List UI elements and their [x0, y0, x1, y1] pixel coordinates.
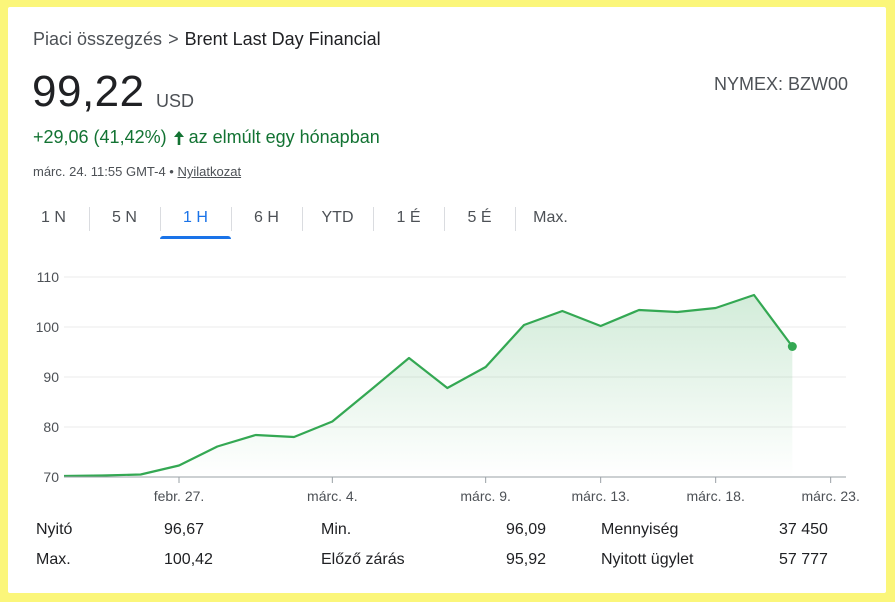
y-tick-label: 70: [43, 469, 59, 485]
y-tick-label: 110: [37, 269, 60, 285]
tab-range-7[interactable]: Max.: [515, 203, 586, 239]
y-tick-label: 90: [43, 369, 59, 385]
x-tick-label: márc. 18.: [686, 488, 744, 504]
price-chart: 110 100 90 80 70 febr. 27. márc. 4. márc. 9. már…: [36, 269, 860, 504]
price-change-value: +29,06 (41,42%): [33, 127, 167, 147]
x-tick-label: márc. 13.: [571, 488, 629, 504]
price-line: [63, 293, 794, 478]
breadcrumb-separator: >: [168, 29, 179, 49]
quote-timestamp-row: márc. 24. 11:55 GMT-4 • Nyilatkozat: [33, 164, 241, 179]
tab-range-1[interactable]: 5 N: [89, 203, 160, 239]
stat-mid-label: Min.: [321, 521, 352, 538]
stat-mid-value: 96,09: [506, 521, 547, 538]
y-tick-label: 100: [36, 319, 60, 335]
x-tick-label: márc. 23.: [801, 488, 859, 504]
breadcrumb-parent-link[interactable]: Piaci összegzés: [33, 29, 163, 49]
stat-left-label: Max.: [36, 551, 71, 568]
price-area: [64, 295, 793, 477]
stats-row: Nyitó 96,67 Min. 96,09 Mennyiség 37 450: [36, 521, 856, 545]
current-price: 99,22: [32, 67, 145, 116]
y-tick-label: 80: [43, 419, 59, 435]
breadcrumb: Piaci összegzés > Brent Last Day Financial: [33, 29, 381, 50]
tab-range-0[interactable]: 1 N: [41, 209, 66, 226]
stat-left-value: 96,67: [164, 521, 205, 538]
last-price-point: [787, 342, 797, 351]
tab-range-6[interactable]: 5 É: [444, 203, 515, 239]
stat-right-value: 37 450: [779, 521, 828, 538]
stat-mid-value: 95,92: [506, 551, 547, 568]
stat-left-label: Nyitó: [36, 521, 73, 538]
tab-range-3[interactable]: 6 H: [231, 203, 302, 239]
stat-right-value: 57 777: [779, 551, 828, 568]
disclaimer-link[interactable]: Nyilatkozat: [177, 164, 242, 179]
breadcrumb-current: Brent Last Day Financial: [184, 29, 381, 49]
x-tick-label: márc. 9.: [460, 488, 511, 504]
arrow-up-icon: [173, 130, 185, 146]
stat-right-label: Mennyiség: [601, 521, 679, 538]
currency-label: USD: [156, 91, 195, 111]
exchange-ticker: NYMEX: BZW00: [713, 74, 848, 94]
x-tick-label: márc. 4.: [307, 488, 358, 504]
stat-right-label: Nyitott ügylet: [601, 551, 694, 568]
market-summary-card: Piaci összegzés > Brent Last Day Financial…: [8, 7, 886, 593]
stat-left-value: 100,42: [164, 551, 213, 568]
stat-mid-label: Előző zárás: [321, 551, 405, 568]
price-change: +29,06 (41,42%) az elmúlt egy hónapban: [33, 127, 380, 148]
quote-timestamp: márc. 24. 11:55 GMT-4 •: [33, 164, 174, 179]
tab-range-4[interactable]: YTD: [302, 203, 373, 239]
stats-row: Max. 100,42 Előző zárás 95,92 Nyitott ügylet…: [36, 551, 856, 575]
x-tick-label: febr. 27.: [154, 488, 205, 504]
tab-range-2[interactable]: 1 H: [160, 203, 231, 239]
price-change-period: az elmúlt egy hónapban: [188, 127, 380, 147]
tab-range-5[interactable]: 1 É: [373, 203, 444, 239]
